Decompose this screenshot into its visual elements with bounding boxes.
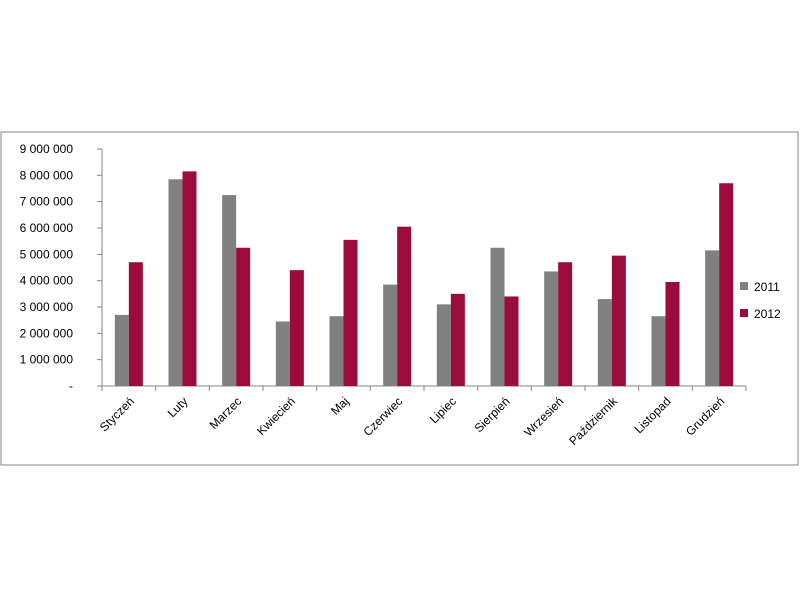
bar-2011-4 bbox=[275, 321, 290, 386]
y-tick-label: 3 000 000 bbox=[20, 300, 74, 314]
legend-label-2012: 2012 bbox=[754, 307, 781, 321]
bar-2012-11 bbox=[665, 281, 680, 386]
y-tick-label: 1 000 000 bbox=[20, 353, 74, 367]
bars bbox=[114, 171, 734, 386]
y-tick-label: 8 000 000 bbox=[20, 168, 74, 182]
y-axis: - 1 000 000 2 000 000 3 000 000 4 000 000 5 0… bbox=[20, 142, 103, 393]
y-tick-label: 2 000 000 bbox=[20, 326, 74, 340]
bar-2012-5 bbox=[343, 239, 358, 386]
y-tick-label: 9 000 000 bbox=[20, 142, 74, 156]
bar-2012-8 bbox=[504, 296, 519, 386]
bar-2011-3 bbox=[222, 195, 237, 386]
y-tick-label: 5 000 000 bbox=[20, 247, 74, 261]
bar-2011-11 bbox=[651, 316, 666, 386]
legend-label-2011: 2011 bbox=[754, 280, 780, 294]
bar-2012-1 bbox=[128, 262, 143, 386]
legend-swatch-2012 bbox=[740, 309, 748, 317]
bar-2011-2 bbox=[168, 179, 183, 386]
legend: 2011 2012 bbox=[740, 280, 781, 321]
bar-2011-6 bbox=[383, 284, 398, 386]
y-tick-label: 6 000 000 bbox=[20, 221, 74, 235]
bar-2011-9 bbox=[544, 271, 559, 386]
bar-2011-7 bbox=[436, 304, 451, 386]
bar-2012-3 bbox=[236, 247, 251, 386]
legend-swatch-2011 bbox=[740, 282, 748, 290]
bar-2011-10 bbox=[597, 299, 612, 386]
bar-2012-9 bbox=[558, 262, 573, 386]
y-tick-label: - bbox=[69, 379, 73, 393]
y-tick-label: 4 000 000 bbox=[20, 274, 74, 288]
bar-2012-2 bbox=[182, 171, 197, 386]
bar-2011-1 bbox=[114, 314, 129, 386]
bar-2011-5 bbox=[329, 316, 344, 386]
bar-2012-4 bbox=[289, 270, 304, 386]
y-tick-label: 7 000 000 bbox=[20, 195, 74, 209]
bar-2012-6 bbox=[397, 226, 412, 386]
bar-2012-7 bbox=[450, 293, 465, 386]
bar-2012-10 bbox=[611, 255, 626, 386]
bar-2011-8 bbox=[490, 247, 505, 386]
bar-2011-12 bbox=[705, 250, 720, 386]
bar-2012-12 bbox=[719, 183, 734, 386]
